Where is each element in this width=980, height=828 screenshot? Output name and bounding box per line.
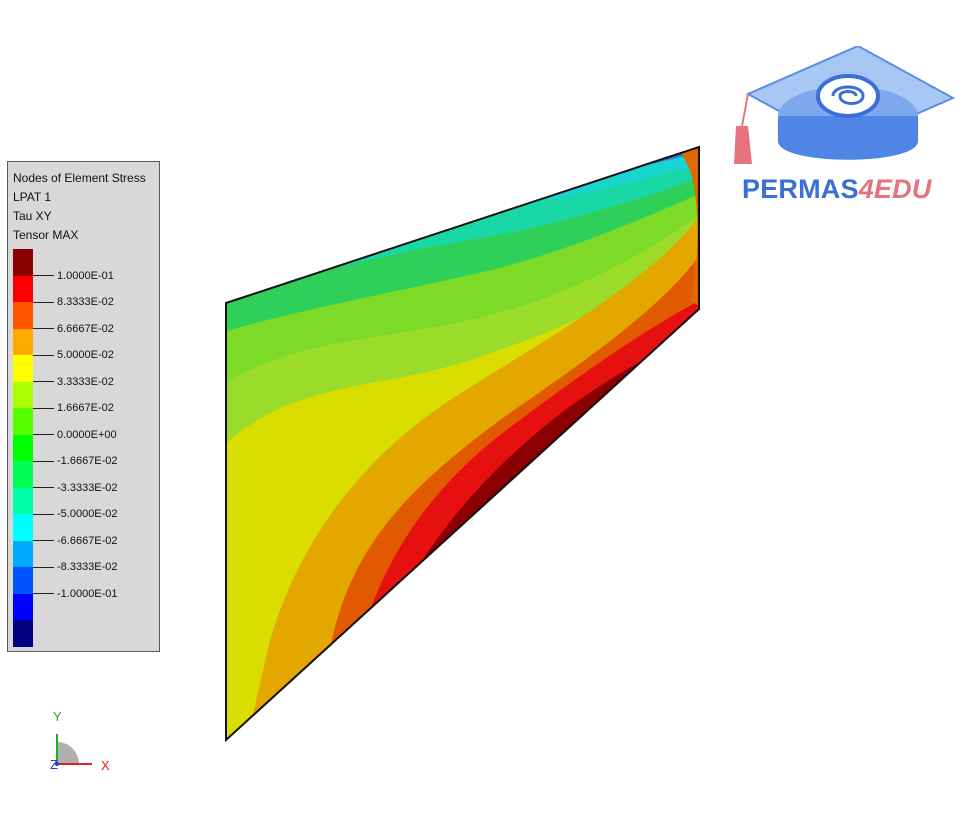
legend-tick-row: -3.3333E-02: [33, 481, 118, 495]
band-teal: [226, 147, 699, 305]
legend-value: 3.3333E-02: [57, 375, 114, 388]
legend-value: -8.3333E-02: [57, 561, 118, 574]
legend-tick: [33, 566, 54, 568]
band-cyan: [226, 147, 699, 300]
legend-value: -5.0000E-02: [57, 508, 118, 521]
stress-legend: Nodes of Element Stress LPAT 1 Tau XY Te…: [7, 161, 160, 652]
band-lightblue: [226, 147, 699, 300]
legend-tick: [33, 301, 54, 303]
legend-swatch: [13, 593, 33, 621]
band-darkred: [390, 320, 699, 740]
legend-tick: [33, 328, 54, 330]
legend-tick: [33, 354, 54, 356]
legend-swatch: [13, 540, 33, 568]
band-red: [350, 290, 699, 740]
axis-y-label: Y: [53, 709, 62, 724]
legend-value: 8.3333E-02: [57, 296, 114, 309]
legend-value: 1.6667E-02: [57, 402, 114, 415]
legend-tick-row: 8.3333E-02: [33, 295, 114, 309]
legend-tick-row: 5.0000E-02: [33, 348, 114, 362]
legend-value: 1.0000E-01: [57, 269, 114, 282]
permas4edu-logo-text: PERMAS4EDU: [742, 174, 932, 205]
legend-swatch: [13, 461, 33, 488]
band-blue: [226, 147, 699, 302]
legend-swatch: [13, 275, 33, 303]
permas-logo-graphic: [734, 46, 956, 164]
band-yellow: [226, 147, 699, 740]
legend-tick: [33, 407, 54, 409]
legend-value: 5.0000E-02: [57, 349, 114, 362]
legend-swatch: [13, 567, 33, 594]
legend-color-bar: [13, 249, 33, 647]
legend-tick: [33, 540, 54, 542]
legend-title: Nodes of Element Stress: [13, 171, 146, 185]
legend-type: Tensor MAX: [13, 228, 79, 242]
legend-tick-row: 0.0000E+00: [33, 428, 117, 442]
legend-tick-row: 1.6667E-02: [33, 401, 114, 415]
logo-text-accent: 4EDU: [858, 174, 932, 204]
triad-graphic: [55, 734, 92, 766]
legend-tick-row: -1.6667E-02: [33, 454, 118, 468]
legend-value: -6.6667E-02: [57, 534, 118, 547]
legend-value: -1.6667E-02: [57, 455, 118, 468]
band-green: [226, 147, 699, 340]
legend-swatch: [13, 355, 33, 382]
legend-swatch: [13, 514, 33, 541]
legend-swatch: [13, 408, 33, 435]
legend-tick: [33, 434, 54, 436]
legend-swatch: [13, 434, 33, 462]
legend-tick-row: 3.3333E-02: [33, 375, 114, 389]
band-right-edge: [680, 147, 699, 320]
legend-load-pattern: LPAT 1: [13, 190, 52, 204]
axis-x-label: X: [101, 758, 110, 773]
legend-tick-row: -8.3333E-02: [33, 560, 118, 574]
legend-value: -1.0000E-01: [57, 587, 118, 600]
legend-swatch: [13, 302, 33, 329]
legend-tick-row: 1.0000E-01: [33, 269, 114, 283]
legend-tick: [33, 513, 54, 515]
legend-tick-row: -1.0000E-01: [33, 587, 118, 601]
axis-triad: Y Z X: [40, 706, 130, 786]
legend-tick-row: -6.6667E-02: [33, 534, 118, 548]
band-orange: [240, 180, 699, 740]
legend-tick: [33, 275, 54, 277]
legend-tick-row: -5.0000E-02: [33, 507, 118, 521]
legend-tick-row: 6.6667E-02: [33, 322, 114, 336]
legend-swatch: [13, 620, 33, 647]
legend-swatch: [13, 249, 33, 276]
legend-tick: [33, 487, 54, 489]
legend-swatch: [13, 328, 33, 356]
legend-tick: [33, 593, 54, 595]
band-yellowgreen: [226, 147, 699, 470]
logo-text-main: PERMAS: [742, 174, 859, 204]
legend-component: Tau XY: [13, 209, 52, 223]
band-green-light: [226, 147, 699, 400]
plate-outline: [225, 145, 700, 743]
legend-swatch: [13, 487, 33, 515]
legend-tick: [33, 381, 54, 383]
legend-value: -3.3333E-02: [57, 481, 118, 494]
legend-value: 0.0000E+00: [57, 428, 117, 441]
legend-swatch: [13, 381, 33, 409]
band-darkorange: [320, 220, 699, 740]
legend-value: 6.6667E-02: [57, 322, 114, 335]
legend-tick: [33, 460, 54, 462]
axis-z-label: Z: [50, 757, 58, 772]
